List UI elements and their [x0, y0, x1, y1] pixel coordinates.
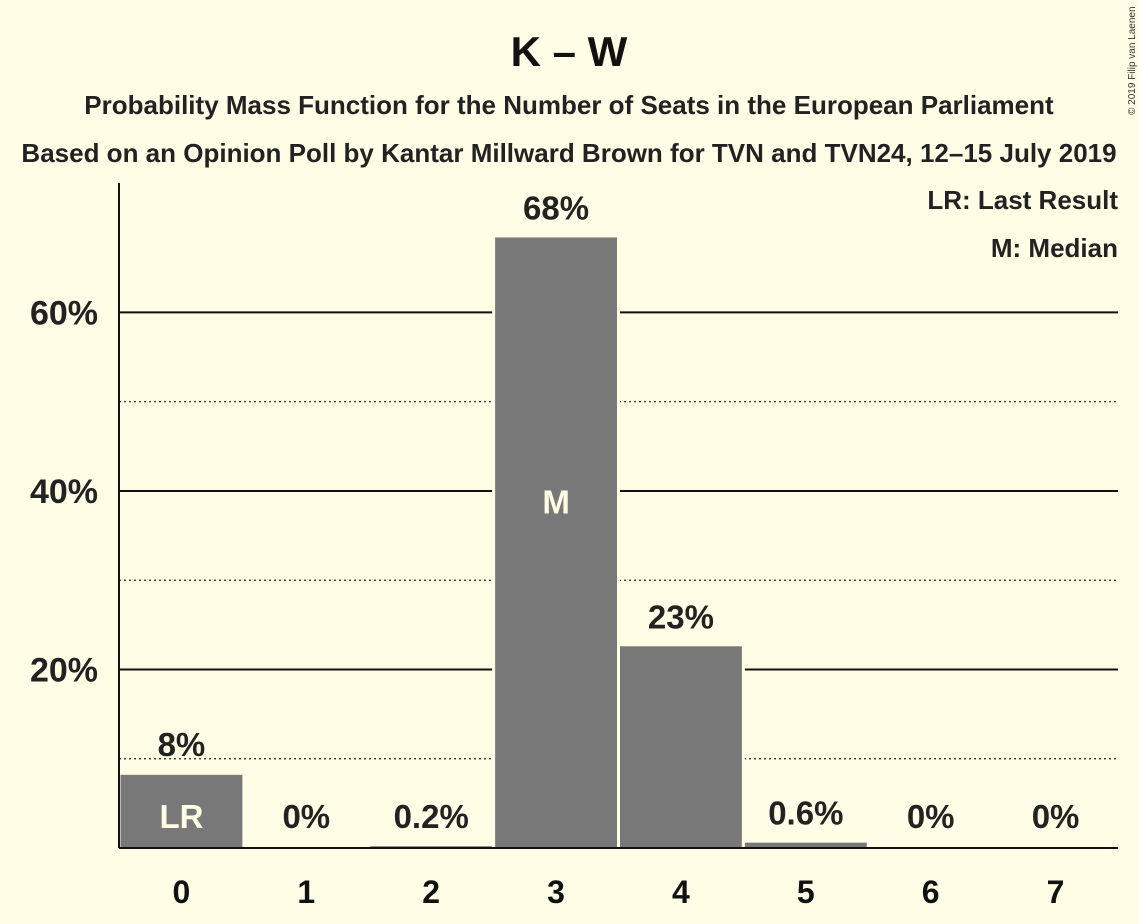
x-tick-label: 2: [422, 874, 440, 910]
x-tick-label: 7: [1047, 874, 1065, 910]
bar-seats-0: [120, 774, 243, 848]
bar-halo: [367, 844, 496, 848]
bar-seats-4: [620, 646, 742, 848]
chart-subtitle: Probability Mass Function for the Number…: [84, 90, 1054, 120]
labels-group: 20%40%60%08%LR10%20.2%368%M423%50.6%60%7…: [30, 189, 1079, 910]
bar-value-label: 8%: [158, 726, 206, 763]
y-tick-label: 60%: [30, 294, 98, 332]
axes-group: [118, 183, 1118, 849]
bar-seats-3: [495, 237, 617, 849]
chart-subtitle-source: Based on an Opinion Poll by Kantar Millw…: [21, 138, 1116, 168]
x-tick-label: 0: [173, 874, 191, 910]
median-marker: M: [542, 484, 570, 521]
legend-last-result: LR: Last Result: [927, 185, 1118, 215]
chart-title: K – W: [511, 28, 628, 75]
bar-value-label: 0.2%: [394, 798, 469, 835]
x-tick-label: 4: [672, 874, 690, 910]
legend-median: M: Median: [991, 233, 1118, 263]
bar-value-label: 0%: [282, 798, 330, 835]
bar-value-label: 0%: [907, 798, 955, 835]
bar-value-label: 0.6%: [768, 795, 843, 832]
last-result-marker: LR: [159, 798, 203, 835]
y-tick-label: 20%: [30, 651, 98, 689]
bar-seats-5: [744, 842, 867, 848]
bar-value-label: 23%: [648, 598, 714, 635]
x-tick-label: 1: [297, 874, 315, 910]
y-tick-label: 40%: [30, 473, 98, 511]
x-tick-label: 5: [797, 874, 815, 910]
x-tick-label: 6: [922, 874, 940, 910]
bars-group: [117, 235, 870, 849]
bar-value-label: 0%: [1032, 798, 1080, 835]
x-tick-label: 3: [547, 874, 565, 910]
bar-value-label: 68%: [523, 189, 589, 226]
copyright-text: © 2019 Filip van Laenen: [1127, 6, 1138, 115]
